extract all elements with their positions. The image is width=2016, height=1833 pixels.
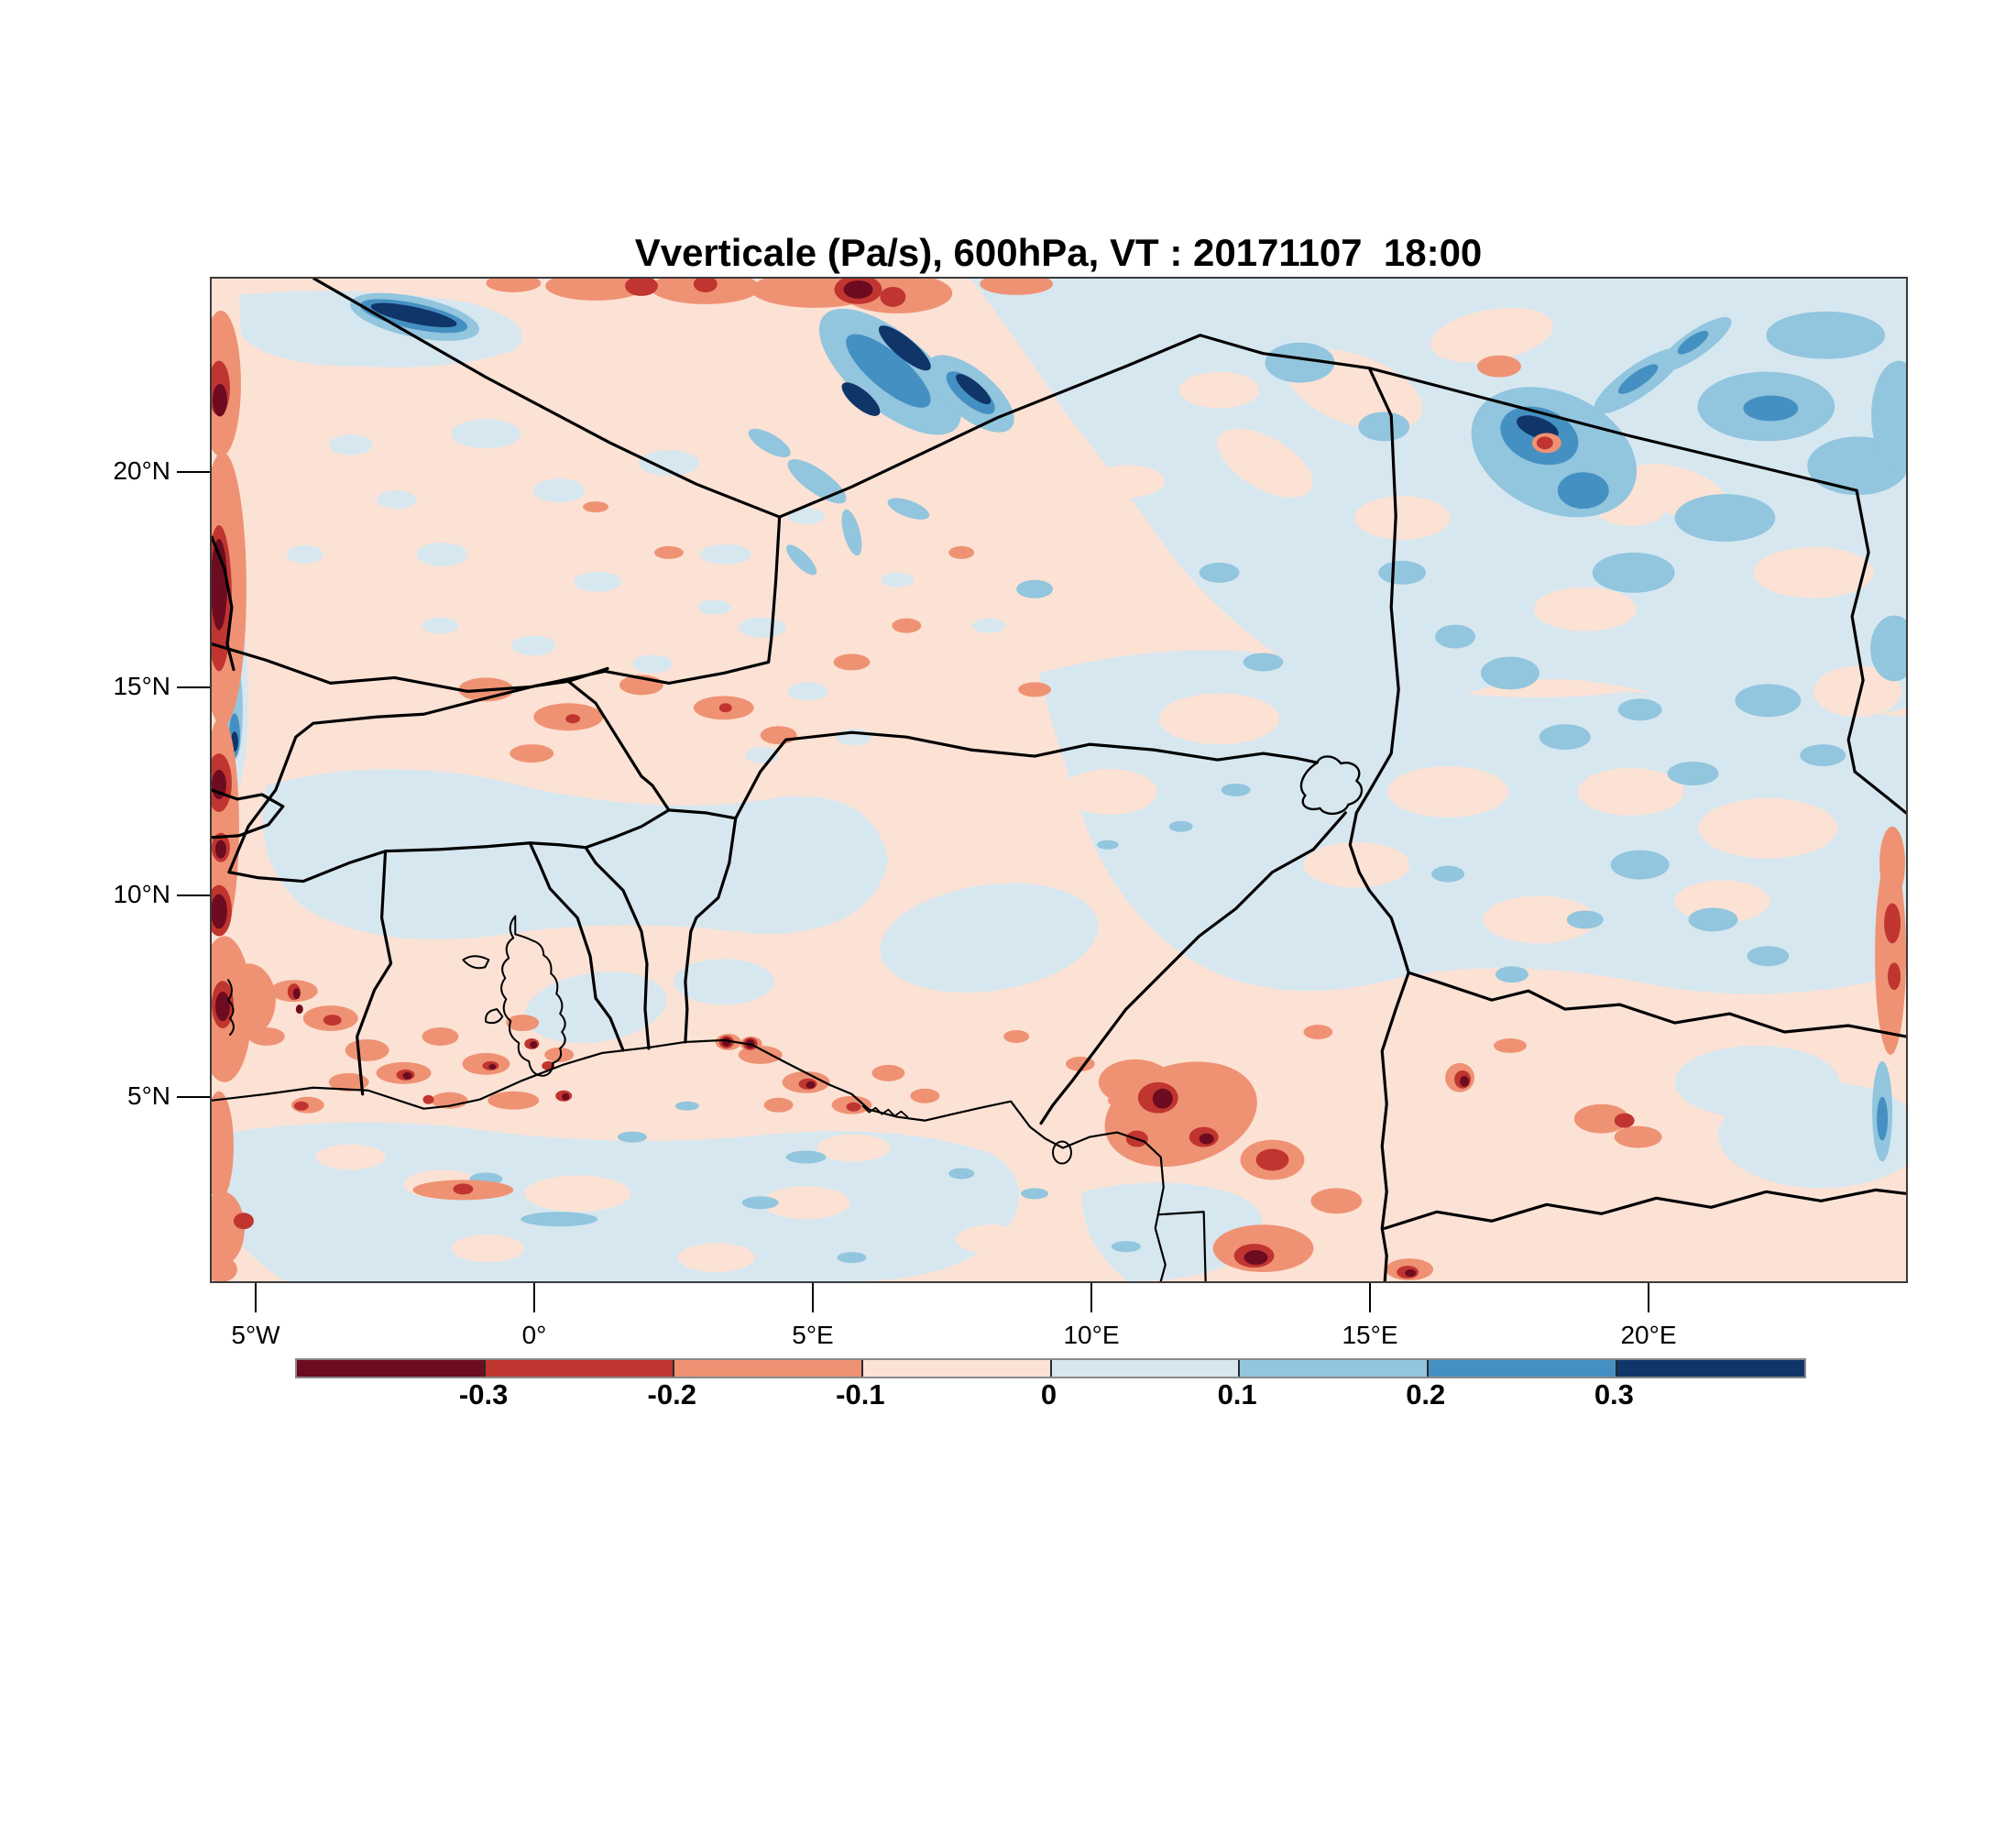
colorbar-tick-label: 0.2 — [1406, 1378, 1446, 1410]
colorbar-segment — [674, 1360, 863, 1377]
bioko-island-outline — [1052, 1140, 1072, 1165]
lon-tick-label: 5°W — [231, 1321, 280, 1349]
lon-tick — [533, 1283, 535, 1312]
lon-tick — [812, 1283, 814, 1312]
lat-tick — [177, 1096, 210, 1098]
lat-tick-label: 5°N — [127, 1081, 170, 1110]
lat-tick — [177, 471, 210, 473]
lat-tick-label: 15°N — [113, 672, 170, 700]
lat-tick — [177, 686, 210, 688]
lon-tick — [1090, 1283, 1092, 1312]
lat-tick — [177, 895, 210, 896]
lon-tick — [255, 1283, 257, 1312]
map-plot-area — [210, 277, 1908, 1283]
lon-tick-label: 15°E — [1342, 1321, 1398, 1349]
colorbar — [295, 1358, 1806, 1378]
colorbar-tick-label: 0.1 — [1217, 1378, 1257, 1410]
lat-tick-label: 20°N — [113, 456, 170, 485]
colorbar-segment — [862, 1360, 1052, 1377]
lon-tick-label: 10°E — [1063, 1321, 1120, 1349]
colorbar-tick-label: 0 — [1040, 1378, 1057, 1410]
colorbar-segment — [1240, 1360, 1430, 1377]
colorbar-segment — [297, 1360, 486, 1377]
colorbar-tick-label: -0.2 — [647, 1378, 696, 1410]
colorbar-tick-label: -0.1 — [836, 1378, 885, 1410]
colorbar-segment — [1051, 1360, 1241, 1377]
colorbar-segment — [485, 1360, 674, 1377]
colorbar-tick-label: 0.3 — [1594, 1378, 1634, 1410]
lon-tick — [1648, 1283, 1649, 1312]
lon-tick-label: 0° — [521, 1321, 547, 1349]
lat-tick-label: 10°N — [113, 880, 170, 908]
lon-tick — [1369, 1283, 1371, 1312]
lon-tick-label: 5°E — [792, 1321, 834, 1349]
figure-title: Vverticale (Pa/s), 600hPa, VT : 20171107… — [634, 231, 1483, 274]
lon-tick-label: 20°E — [1620, 1321, 1677, 1349]
colorbar-tick-label: -0.3 — [458, 1378, 509, 1410]
contour-field-map — [212, 279, 1906, 1281]
country-borders — [212, 279, 1906, 1281]
colorbar-segment — [1429, 1360, 1618, 1377]
colorbar-segment — [1617, 1360, 1804, 1377]
